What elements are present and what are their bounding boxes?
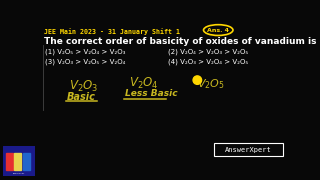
Text: (3) V₂O₃ > V₂O₅ > V₂O₄: (3) V₂O₃ > V₂O₅ > V₂O₄ <box>45 58 125 65</box>
Text: Less Basic: Less Basic <box>125 89 178 98</box>
Circle shape <box>193 76 202 84</box>
FancyBboxPatch shape <box>214 143 283 156</box>
Text: (4) V₂O₃ > V₂O₄ > V₂O₅: (4) V₂O₃ > V₂O₄ > V₂O₅ <box>168 58 248 65</box>
Text: $V_2O_5$: $V_2O_5$ <box>196 77 224 91</box>
Text: (1) V₂O₅ > V₂O₄ > V₂O₃: (1) V₂O₅ > V₂O₄ > V₂O₃ <box>45 49 125 55</box>
Text: AnswerXpert: AnswerXpert <box>225 147 272 153</box>
Text: The correct order of basicity of oxides of vanadium is: The correct order of basicity of oxides … <box>44 37 316 46</box>
Text: JEE Main 2023 - 31 January Shift 1: JEE Main 2023 - 31 January Shift 1 <box>44 28 180 35</box>
Text: (2) V₂O₄ > V₂O₃ > V₂O₅: (2) V₂O₄ > V₂O₃ > V₂O₅ <box>168 49 248 55</box>
Text: CHEMISTRY: CHEMISTRY <box>13 173 25 174</box>
Text: Ans. 4: Ans. 4 <box>207 28 229 33</box>
Bar <box>6 153 13 170</box>
Bar <box>23 153 30 170</box>
Text: $V_2O_3$: $V_2O_3$ <box>69 79 99 94</box>
Bar <box>14 153 21 170</box>
Text: Basic: Basic <box>67 93 96 102</box>
Text: $V_2O_4$: $V_2O_4$ <box>129 75 159 91</box>
